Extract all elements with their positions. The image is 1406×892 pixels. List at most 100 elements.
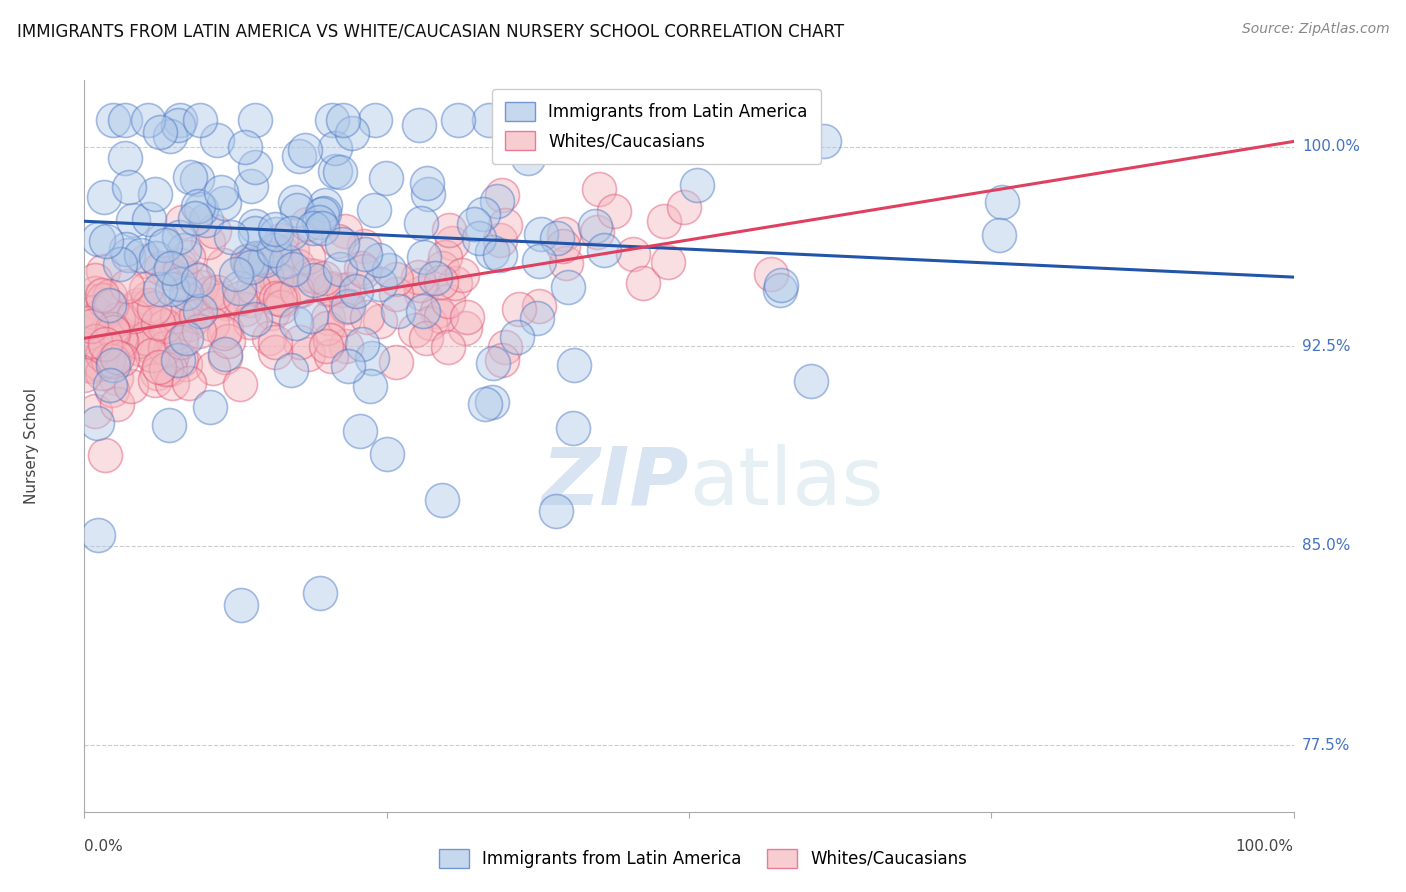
Point [117, 247, 139, 261]
Point [409, 216, 432, 230]
Point [155, 238, 177, 252]
Point [297, 346, 319, 360]
Point [198, 286, 221, 301]
Point [315, 339, 337, 353]
Point [353, 239, 375, 253]
Point [284, 194, 307, 209]
Point [97, 352, 120, 367]
Point [337, 282, 360, 296]
Point [214, 350, 236, 364]
Text: 85.0%: 85.0% [1302, 538, 1350, 553]
Point [83, 286, 105, 301]
Point [309, 586, 332, 600]
Text: R =  0.751: R = 0.751 [513, 135, 602, 153]
Point [167, 230, 190, 244]
Point [344, 285, 367, 299]
Point [285, 202, 308, 217]
Point [115, 243, 138, 257]
Point [170, 329, 193, 343]
Point [108, 331, 131, 345]
Point [127, 334, 149, 348]
Point [177, 376, 200, 391]
Point [415, 331, 437, 345]
Point [329, 261, 352, 276]
Point [332, 113, 354, 128]
Point [253, 253, 276, 268]
Point [82, 294, 104, 309]
Point [264, 291, 287, 305]
Point [568, 113, 591, 128]
Point [443, 277, 465, 291]
Point [190, 280, 212, 294]
Point [239, 179, 262, 194]
Point [769, 278, 792, 293]
Point [260, 282, 283, 296]
Point [350, 337, 373, 351]
Point [212, 258, 235, 272]
Point [481, 395, 503, 409]
Point [412, 303, 434, 318]
Point [166, 309, 188, 323]
Point [288, 334, 311, 349]
Point [84, 334, 107, 348]
Point [146, 317, 169, 331]
Point [239, 260, 262, 274]
Point [404, 323, 426, 337]
Point [104, 348, 127, 362]
Point [437, 223, 460, 237]
Point [169, 263, 191, 277]
Point [187, 325, 209, 339]
Point [186, 172, 208, 186]
Point [181, 303, 204, 318]
Point [169, 258, 191, 272]
Point [101, 113, 124, 128]
Point [131, 342, 153, 356]
Point [98, 377, 121, 392]
Point [115, 332, 138, 346]
Point [375, 447, 398, 461]
Text: Nursery School: Nursery School [24, 388, 39, 504]
Point [149, 261, 172, 276]
Point [194, 213, 217, 227]
Point [108, 257, 131, 271]
Point [150, 317, 173, 331]
Point [98, 289, 121, 303]
Point [214, 346, 236, 360]
Point [450, 268, 472, 282]
Point [415, 176, 437, 190]
Point [177, 317, 200, 331]
Point [98, 298, 121, 312]
Point [240, 259, 263, 273]
Point [254, 269, 277, 284]
Point [337, 299, 360, 313]
Point [76, 358, 98, 372]
Point [453, 320, 475, 334]
Point [101, 325, 124, 339]
Point [145, 251, 167, 265]
Point [603, 203, 626, 218]
Point [155, 362, 177, 376]
Point [136, 291, 159, 305]
Point [110, 352, 132, 367]
Point [202, 224, 225, 238]
Point [363, 203, 385, 218]
Point [364, 113, 387, 128]
Point [482, 356, 505, 370]
Point [159, 362, 181, 376]
Point [177, 250, 200, 264]
Point [349, 425, 371, 439]
Point [526, 310, 548, 325]
Point [385, 355, 408, 369]
Point [319, 349, 342, 363]
Point [335, 339, 357, 353]
Point [759, 267, 782, 281]
Point [174, 292, 197, 306]
Point [318, 283, 340, 297]
Point [228, 376, 250, 391]
Point [179, 170, 201, 185]
Point [143, 186, 166, 201]
Point [170, 335, 193, 350]
Point [546, 504, 568, 518]
Point [83, 273, 105, 287]
Point [150, 233, 173, 247]
